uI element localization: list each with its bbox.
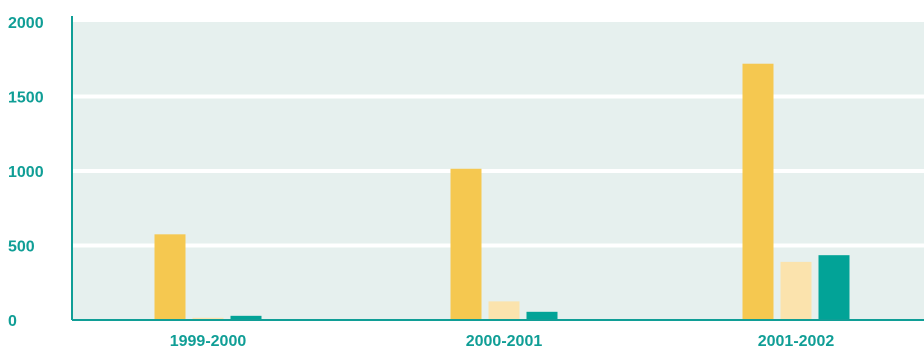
bar-2000-2001-series-3 [526, 311, 558, 320]
y-tick-label: 1500 [8, 90, 44, 107]
x-category-label: 1999-2000 [170, 333, 247, 350]
bar-2000-2001-series-1 [450, 168, 482, 320]
bar-2001-2002-series-2 [780, 261, 812, 320]
bar-1999-2000-series-1 [154, 234, 186, 320]
bar-2001-2002-series-1 [742, 63, 774, 320]
bar-2000-2001-series-2 [488, 301, 520, 320]
y-tick-label: 2000 [8, 15, 44, 32]
x-category-label: 2000-2001 [466, 333, 543, 350]
y-tick-label: 500 [8, 239, 35, 256]
gridlines [72, 94, 924, 248]
y-tick-label: 0 [8, 313, 17, 330]
x-category-label: 2001-2002 [758, 333, 835, 350]
x-category-labels: 1999-2000 2000-2001 2001-2002 [170, 333, 835, 350]
y-tick-label: 1000 [8, 164, 44, 181]
bar-1999-2000-series-2 [192, 317, 224, 320]
bar-2001-2002-series-3 [818, 255, 850, 320]
y-tick-labels: 0 500 1000 1500 2000 [8, 15, 44, 330]
bars [154, 63, 850, 320]
bar-1999-2000-series-3 [230, 315, 262, 320]
